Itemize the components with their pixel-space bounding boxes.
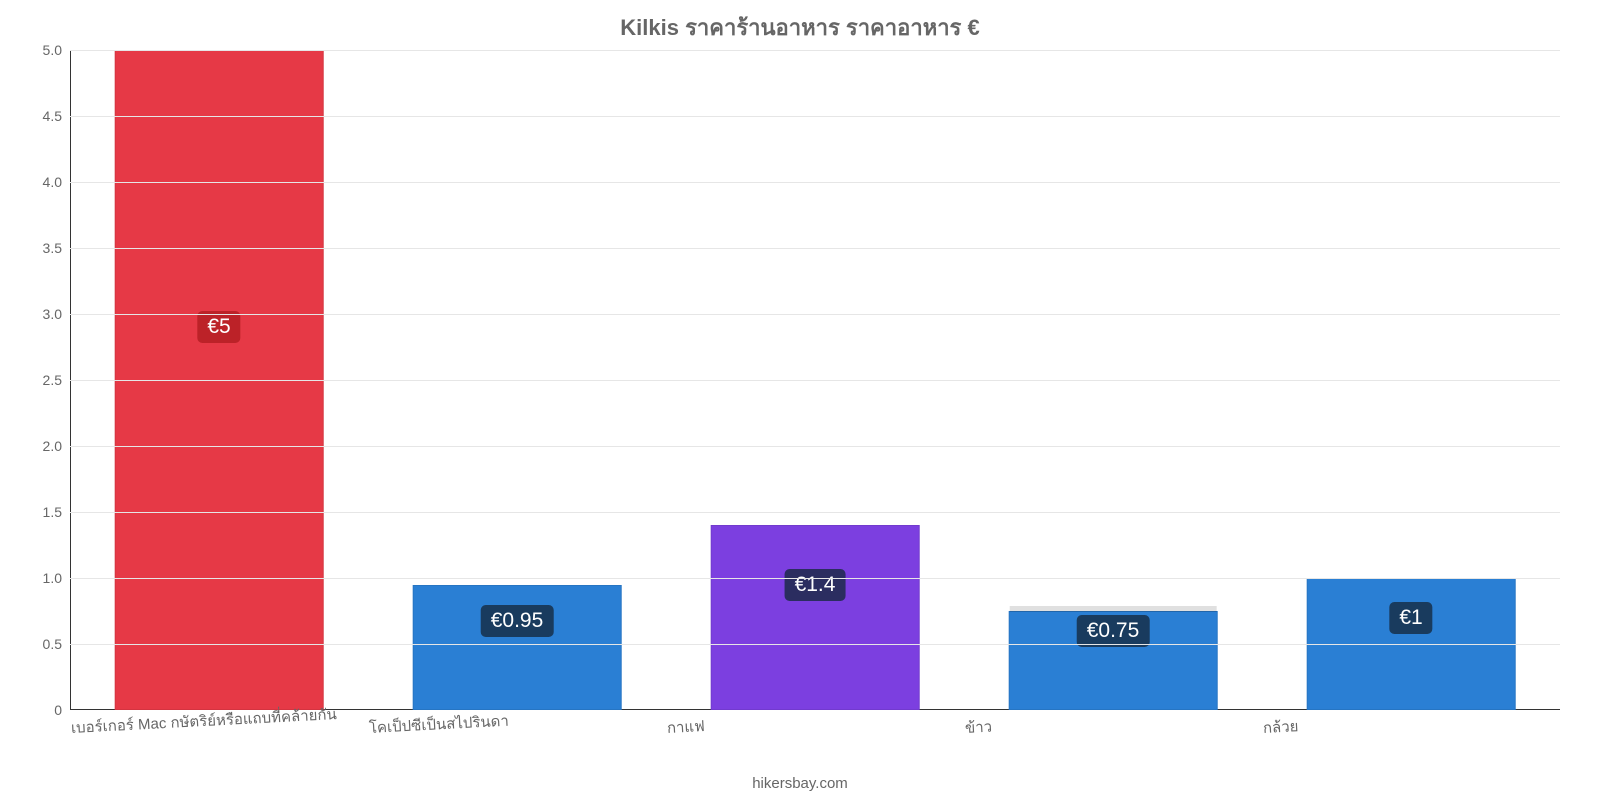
x-axis-label: ข้าว	[964, 715, 992, 740]
grid-line	[70, 578, 1560, 579]
value-badge: €1.4	[785, 569, 846, 601]
y-tick-label: 4.0	[43, 174, 62, 190]
value-badge: €5	[197, 311, 240, 343]
x-axis-label: กล้วย	[1262, 714, 1299, 740]
grid-line	[70, 116, 1560, 117]
y-tick-label: 4.5	[43, 108, 62, 124]
y-tick-label: 1.5	[43, 504, 62, 520]
chart-container: Kilkis ราคาร้านอาหาร ราคาอาหาร € €5เบอร์…	[0, 0, 1600, 800]
grid-line	[70, 512, 1560, 513]
attribution: hikersbay.com	[752, 775, 848, 792]
chart-title: Kilkis ราคาร้านอาหาร ราคาอาหาร €	[0, 10, 1600, 45]
y-tick-label: 0	[54, 702, 62, 718]
y-tick-label: 2.5	[43, 372, 62, 388]
value-badge: €1	[1389, 602, 1432, 634]
grid-line	[70, 50, 1560, 51]
bar	[711, 525, 920, 710]
y-tick-label: 0.5	[43, 636, 62, 652]
grid-line	[70, 380, 1560, 381]
value-badge: €0.75	[1077, 615, 1150, 647]
grid-line	[70, 314, 1560, 315]
x-axis-label: กาแฟ	[666, 714, 705, 740]
grid-line	[70, 182, 1560, 183]
bar	[413, 585, 622, 710]
grid-line	[70, 446, 1560, 447]
y-tick-label: 1.0	[43, 570, 62, 586]
grid-line	[70, 248, 1560, 249]
y-tick-label: 5.0	[43, 42, 62, 58]
value-badge: €0.95	[481, 605, 554, 637]
y-tick-label: 3.5	[43, 240, 62, 256]
x-axis-label: โคเป็ปซีเป็นสไปรินดา	[368, 709, 509, 740]
bar-top-shadow	[1010, 606, 1217, 612]
y-tick-label: 3.0	[43, 306, 62, 322]
y-tick-label: 2.0	[43, 438, 62, 454]
grid-line	[70, 644, 1560, 645]
plot-area: €5เบอร์เกอร์ Mac กษัตริย์หรือแถบที่คล้าย…	[70, 50, 1560, 710]
